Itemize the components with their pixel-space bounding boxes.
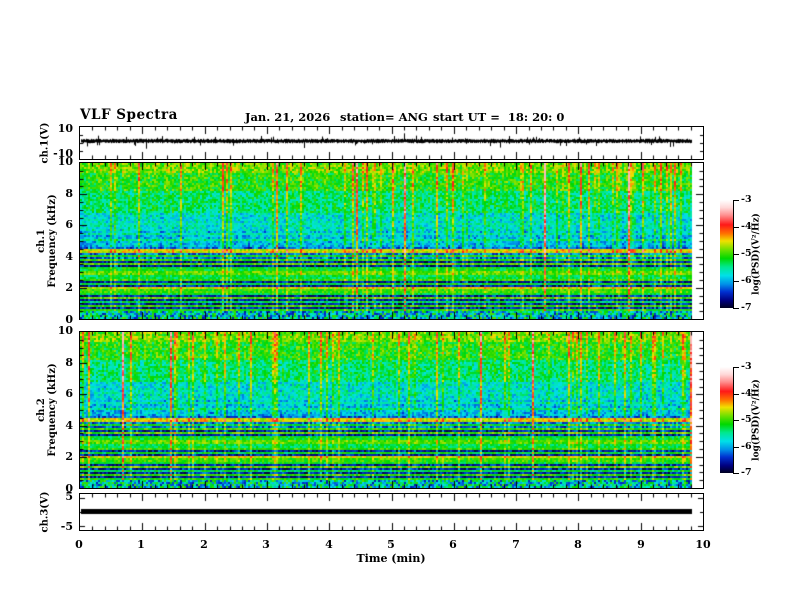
colorbar-tick-label: -7 bbox=[741, 467, 752, 478]
colorbar-tick-label: -5 bbox=[741, 414, 752, 425]
time-axis-label: Time (min) bbox=[356, 552, 426, 565]
y-tick-label: 0 bbox=[65, 482, 73, 495]
x-tick-label: 3 bbox=[262, 538, 270, 551]
x-tick-label: 8 bbox=[574, 538, 582, 551]
colorbar-ch2-label: log(PSD)(V²/Hz) bbox=[751, 379, 762, 461]
x-tick-label: 5 bbox=[387, 538, 395, 551]
y-tick-label: 8 bbox=[65, 187, 73, 200]
colorbar-ch1 bbox=[720, 200, 733, 308]
panel-ch3-voltage bbox=[79, 493, 704, 531]
colorbar-tick bbox=[733, 367, 739, 368]
y-tick-label: 10 bbox=[57, 155, 73, 168]
x-tick-label: 7 bbox=[512, 538, 520, 551]
ch2-spectrogram-axis-label-line2: Frequency (kHz) bbox=[47, 363, 58, 457]
colorbar-tick-label: -6 bbox=[741, 275, 752, 286]
x-tick-label: 4 bbox=[325, 538, 333, 551]
y-tick-label: -10 bbox=[53, 147, 73, 160]
colorbar-tick bbox=[733, 281, 739, 282]
x-tick-label: 6 bbox=[449, 538, 457, 551]
ch2-spectrogram-canvas bbox=[80, 332, 703, 488]
colorbar-tick-label: -5 bbox=[741, 248, 752, 259]
colorbar-tick-label: -4 bbox=[741, 388, 752, 399]
y-tick-label: 4 bbox=[65, 419, 73, 432]
ch2-spectrogram-axis-label: ch.2 Frequency (kHz) bbox=[36, 363, 58, 456]
colorbar-tick bbox=[733, 447, 739, 448]
x-tick-label: 1 bbox=[137, 538, 145, 551]
ch1-spectrogram-axis-label-line2: Frequency (kHz) bbox=[47, 194, 58, 288]
colorbar-tick bbox=[733, 254, 739, 255]
ch2-spectrogram-axis-label-line1: ch.2 bbox=[36, 398, 47, 422]
ch1-waveform-canvas bbox=[80, 127, 703, 159]
colorbar-tick-label: -3 bbox=[741, 361, 752, 372]
y-tick-label: 2 bbox=[65, 450, 73, 463]
ch3-waveform-canvas bbox=[80, 494, 703, 530]
panel-ch1-spectrogram bbox=[79, 162, 704, 320]
x-tick-label: 0 bbox=[75, 538, 83, 551]
panel-ch2-spectrogram bbox=[79, 331, 704, 489]
colorbar-tick bbox=[733, 473, 739, 474]
colorbar-tick bbox=[733, 308, 739, 309]
colorbar-tick bbox=[733, 394, 739, 395]
colorbar-ch1-label: log(PSD)(V²/Hz) bbox=[751, 213, 762, 295]
y-tick-label: 4 bbox=[65, 250, 73, 263]
y-tick-label: 2 bbox=[65, 281, 73, 294]
ch1-spectrogram-canvas bbox=[80, 163, 703, 319]
y-tick-label: 8 bbox=[65, 356, 73, 369]
x-tick-label: 9 bbox=[637, 538, 645, 551]
colorbar-tick-label: -7 bbox=[741, 302, 752, 313]
colorbar-tick-label: -6 bbox=[741, 441, 752, 452]
panel-ch1-voltage bbox=[79, 126, 704, 160]
colorbar-tick-label: -4 bbox=[741, 221, 752, 232]
colorbar-tick bbox=[733, 227, 739, 228]
colorbar-tick bbox=[733, 420, 739, 421]
figure-title: VLF Spectra bbox=[80, 107, 178, 123]
colorbar-ch2 bbox=[720, 367, 733, 473]
ch1-spectrogram-axis-label-line1: ch.1 bbox=[36, 229, 47, 253]
y-tick-label: 0 bbox=[65, 313, 73, 326]
date-label: Jan. 21, 2026 bbox=[245, 110, 331, 124]
y-tick-label: 5 bbox=[65, 490, 73, 503]
y-tick-label: -5 bbox=[60, 520, 73, 533]
colorbar-tick bbox=[733, 200, 739, 201]
y-tick-label: 6 bbox=[65, 218, 73, 231]
start-ut-label: start UT = 18: 20: 0 bbox=[433, 110, 565, 124]
y-tick-label: 10 bbox=[57, 324, 73, 337]
y-tick-label: 6 bbox=[65, 387, 73, 400]
ch1-spectrogram-axis-label: ch.1 Frequency (kHz) bbox=[36, 194, 58, 287]
x-tick-label: 10 bbox=[695, 538, 711, 551]
x-tick-label: 2 bbox=[200, 538, 208, 551]
station-label: station= ANG bbox=[340, 110, 428, 124]
y-tick-label: 10 bbox=[57, 122, 73, 135]
colorbar-tick-label: -3 bbox=[741, 194, 752, 205]
